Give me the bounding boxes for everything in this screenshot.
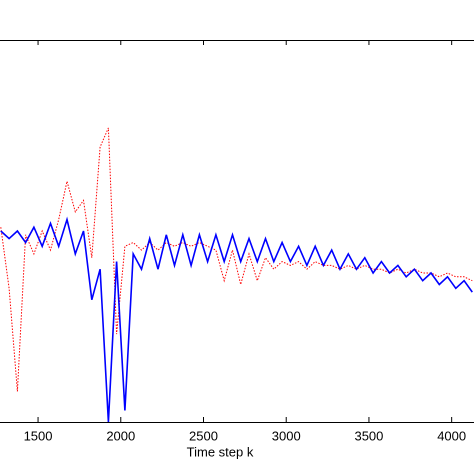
x-tick-label: 1500 [24,428,53,443]
x-tick-label: 2000 [106,428,135,443]
x-tick-label: 3500 [354,428,383,443]
x-tick-label: 4000 [437,428,466,443]
x-axis-label: Time step k [187,444,254,459]
series-line [0,127,473,392]
series-line [0,216,473,423]
x-tick-label: 3000 [272,428,301,443]
x-tick-label: 2500 [189,428,218,443]
